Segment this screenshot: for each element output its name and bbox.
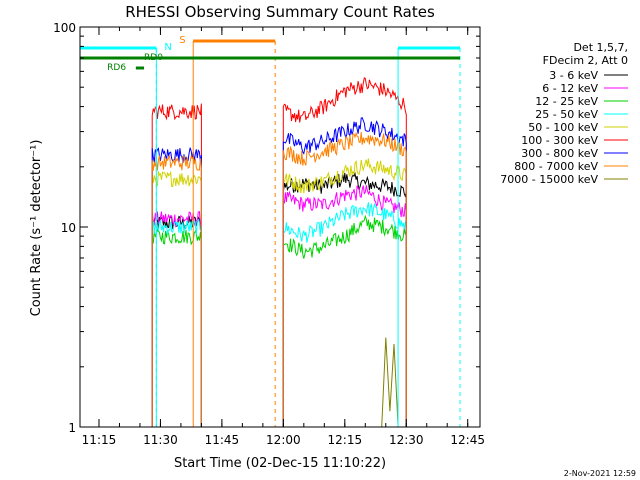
y-tick-label: 1 [68,421,76,435]
night-label: N [164,42,171,53]
series-line-6 [151,117,407,427]
x-tick-label: 12:00 [266,433,301,447]
x-tick-label: 11:15 [82,433,117,447]
series-line-5 [151,77,407,427]
x-tick-label: 12:30 [389,433,424,447]
x-axis-label: Start Time (02-Dec-15 11:10:22) [174,456,386,471]
rd0-label: RD0 [144,53,163,63]
rd6-label: RD6 [107,63,126,73]
chart-title: RHESSI Observing Summary Count Rates [125,3,435,21]
x-tick-label: 12:45 [450,433,485,447]
series-line-2 [151,214,407,427]
legend-label: 100 - 300 keV [521,134,598,147]
legend-label: 3 - 6 keV [549,69,598,82]
legend-header-2: FDecim 2, Att 0 [543,54,628,67]
legend-label: 25 - 50 keV [535,108,598,121]
series-line-4 [151,158,407,427]
legend-label: 800 - 7000 keV [514,160,598,173]
legend-label: 12 - 25 keV [535,95,598,108]
series-line-7 [151,131,407,427]
x-tick-label: 12:15 [328,433,363,447]
plot-frame [79,26,481,428]
footer-date: 2-Nov-2021 12:59 [564,469,636,478]
legend-label: 6 - 12 keV [542,82,598,95]
y-tick-label: 100 [53,21,76,35]
legend-label: 300 - 800 keV [521,147,598,160]
legend-label: 50 - 100 keV [528,121,598,134]
legend-header-1: Det 1,5,7, [573,41,628,54]
x-tick-label: 11:30 [143,433,178,447]
x-tick-label: 11:45 [205,433,240,447]
series-line-0 [151,171,407,427]
series-line-8 [381,337,399,428]
series-line-3 [151,202,407,427]
y-axis-label: Count Rate (s⁻¹ detector⁻¹) [29,140,44,317]
saa-label: S [179,35,185,46]
y-tick-label: 10 [61,221,76,235]
legend-label: 7000 - 15000 keV [500,173,598,186]
